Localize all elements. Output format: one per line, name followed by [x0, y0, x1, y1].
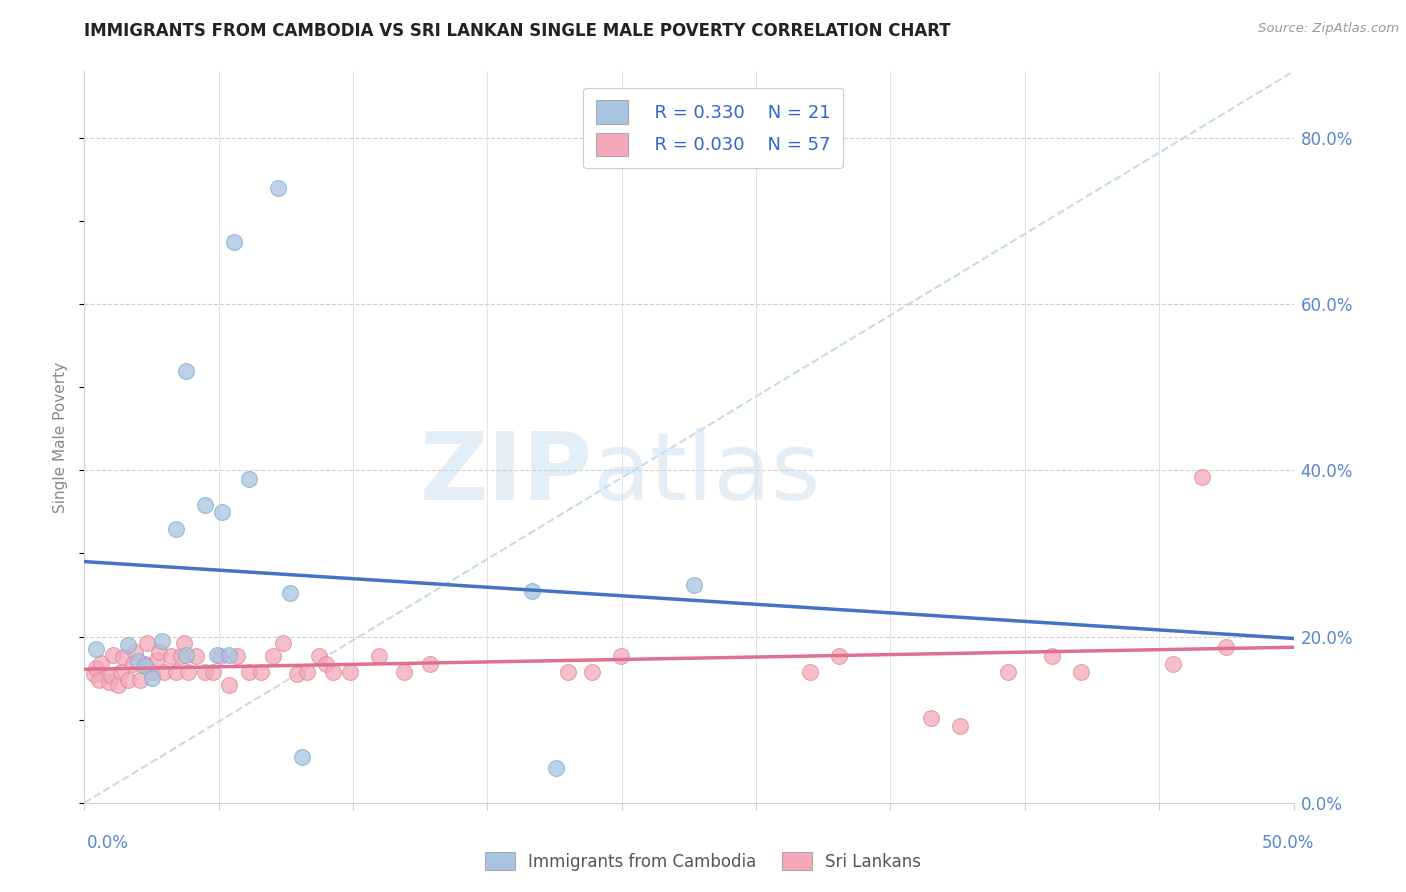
- Point: [271, 636, 294, 650]
- Point: [295, 665, 318, 680]
- Point: [86, 642, 108, 657]
- Point: [194, 665, 217, 680]
- Point: [285, 667, 308, 681]
- Point: [544, 761, 567, 775]
- Point: [201, 665, 224, 680]
- Text: atlas: atlas: [592, 427, 821, 520]
- Point: [103, 648, 125, 662]
- Point: [368, 648, 391, 663]
- Point: [136, 636, 159, 650]
- Point: [174, 648, 197, 662]
- Point: [107, 678, 129, 692]
- Text: 0.0%: 0.0%: [87, 834, 129, 852]
- Point: [610, 648, 633, 663]
- Point: [83, 667, 105, 681]
- Point: [90, 656, 112, 670]
- Point: [129, 673, 152, 687]
- Point: [262, 648, 284, 663]
- Point: [1040, 648, 1063, 663]
- Point: [112, 649, 135, 664]
- Point: [207, 648, 229, 662]
- Point: [146, 653, 169, 667]
- Point: [208, 648, 231, 663]
- Point: [170, 648, 193, 663]
- Point: [141, 671, 163, 685]
- Point: [173, 636, 195, 650]
- Point: [134, 657, 156, 671]
- Point: [165, 521, 187, 535]
- Point: [117, 673, 139, 687]
- Point: [557, 665, 579, 680]
- Point: [997, 665, 1019, 680]
- Point: [520, 583, 543, 598]
- Point: [419, 657, 441, 671]
- Point: [165, 665, 187, 680]
- Legend: Immigrants from Cambodia, Sri Lankans: Immigrants from Cambodia, Sri Lankans: [477, 844, 929, 880]
- Point: [121, 657, 143, 671]
- Point: [153, 665, 176, 680]
- Point: [211, 505, 233, 519]
- Text: IMMIGRANTS FROM CAMBODIA VS SRI LANKAN SINGLE MALE POVERTY CORRELATION CHART: IMMIGRANTS FROM CAMBODIA VS SRI LANKAN S…: [84, 22, 950, 40]
- Y-axis label: Single Male Poverty: Single Male Poverty: [53, 361, 69, 513]
- Point: [267, 180, 290, 194]
- Point: [291, 750, 314, 764]
- Point: [100, 669, 122, 683]
- Point: [124, 644, 146, 658]
- Point: [194, 498, 217, 512]
- Point: [308, 648, 330, 663]
- Point: [1070, 665, 1092, 680]
- Point: [238, 665, 260, 680]
- Point: [127, 655, 149, 669]
- Point: [134, 658, 156, 673]
- Text: Source: ZipAtlas.com: Source: ZipAtlas.com: [1258, 22, 1399, 36]
- Point: [141, 665, 163, 680]
- Point: [238, 472, 260, 486]
- Point: [177, 665, 200, 680]
- Point: [392, 665, 415, 680]
- Point: [1215, 640, 1237, 654]
- Point: [218, 678, 240, 692]
- Point: [225, 648, 247, 663]
- Point: [224, 235, 246, 249]
- Point: [799, 665, 821, 680]
- Point: [1161, 657, 1184, 671]
- Point: [322, 665, 344, 680]
- Point: [160, 648, 183, 663]
- Point: [150, 633, 173, 648]
- Point: [86, 661, 108, 675]
- Point: [148, 644, 170, 658]
- Point: [218, 648, 240, 662]
- Text: ZIP: ZIP: [419, 427, 592, 520]
- Point: [920, 711, 942, 725]
- Legend:   R = 0.330    N = 21,   R = 0.030    N = 57: R = 0.330 N = 21, R = 0.030 N = 57: [583, 87, 844, 169]
- Point: [174, 363, 197, 377]
- Point: [97, 675, 120, 690]
- Text: 50.0%: 50.0%: [1263, 834, 1315, 852]
- Point: [110, 665, 132, 680]
- Point: [949, 719, 972, 733]
- Point: [278, 586, 301, 600]
- Point: [581, 665, 603, 680]
- Point: [117, 638, 139, 652]
- Point: [315, 657, 337, 671]
- Point: [339, 665, 361, 680]
- Point: [682, 578, 704, 592]
- Point: [1191, 470, 1213, 484]
- Point: [184, 648, 207, 663]
- Point: [87, 673, 110, 687]
- Point: [828, 648, 851, 663]
- Point: [250, 665, 273, 680]
